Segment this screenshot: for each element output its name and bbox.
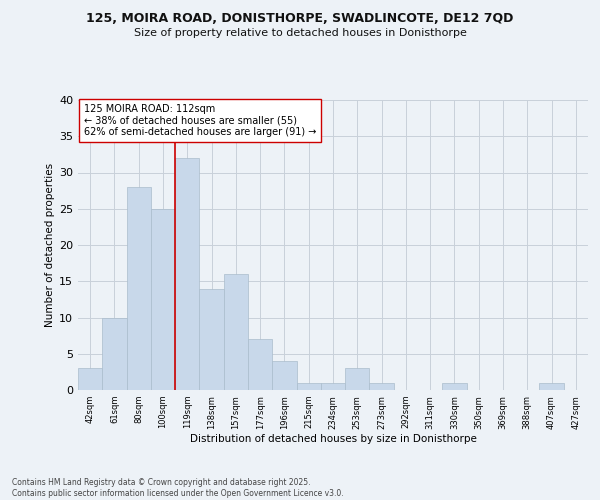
Bar — [345, 368, 370, 390]
Text: 125 MOIRA ROAD: 112sqm
← 38% of detached houses are smaller (55)
62% of semi-det: 125 MOIRA ROAD: 112sqm ← 38% of detached… — [84, 104, 316, 137]
X-axis label: Distribution of detached houses by size in Donisthorpe: Distribution of detached houses by size … — [190, 434, 476, 444]
Bar — [321, 383, 345, 390]
Bar — [151, 209, 175, 390]
Text: 125, MOIRA ROAD, DONISTHORPE, SWADLINCOTE, DE12 7QD: 125, MOIRA ROAD, DONISTHORPE, SWADLINCOT… — [86, 12, 514, 26]
Bar — [370, 383, 394, 390]
Bar — [272, 361, 296, 390]
Text: Size of property relative to detached houses in Donisthorpe: Size of property relative to detached ho… — [134, 28, 466, 38]
Bar — [442, 383, 467, 390]
Text: Contains HM Land Registry data © Crown copyright and database right 2025.
Contai: Contains HM Land Registry data © Crown c… — [12, 478, 344, 498]
Bar — [224, 274, 248, 390]
Bar — [199, 288, 224, 390]
Bar — [296, 383, 321, 390]
Bar — [248, 339, 272, 390]
Bar — [127, 187, 151, 390]
Bar — [175, 158, 199, 390]
Bar — [539, 383, 564, 390]
Y-axis label: Number of detached properties: Number of detached properties — [45, 163, 55, 327]
Bar — [102, 318, 127, 390]
Bar — [78, 368, 102, 390]
